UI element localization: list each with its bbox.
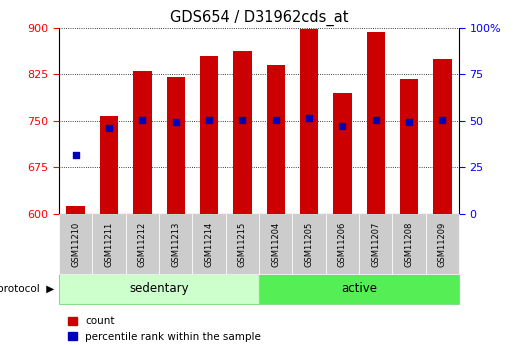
Text: GSM11208: GSM11208 <box>405 221 413 267</box>
Text: GSM11211: GSM11211 <box>105 221 113 267</box>
Point <box>205 117 213 122</box>
Point <box>371 117 380 122</box>
Point <box>105 126 113 131</box>
Text: GSM11205: GSM11205 <box>305 221 313 267</box>
Bar <box>67 206 85 214</box>
Bar <box>300 29 318 214</box>
Point <box>405 119 413 125</box>
Text: active: active <box>341 283 377 295</box>
Text: GSM11214: GSM11214 <box>205 221 213 267</box>
Text: GSM11210: GSM11210 <box>71 221 80 267</box>
Text: GSM11204: GSM11204 <box>271 221 280 267</box>
Text: GSM11212: GSM11212 <box>138 221 147 267</box>
Bar <box>433 59 451 214</box>
Point <box>138 117 147 122</box>
Text: protocol  ▶: protocol ▶ <box>0 284 54 294</box>
Legend: count, percentile rank within the sample: count, percentile rank within the sample <box>64 312 265 345</box>
Bar <box>100 116 118 214</box>
Text: GSM11213: GSM11213 <box>171 221 180 267</box>
Point <box>338 123 346 128</box>
Title: GDS654 / D31962cds_at: GDS654 / D31962cds_at <box>170 10 348 26</box>
Bar <box>333 93 351 214</box>
Text: GSM11207: GSM11207 <box>371 221 380 267</box>
Point <box>271 117 280 122</box>
Point <box>238 117 246 122</box>
Text: sedentary: sedentary <box>129 283 189 295</box>
Bar <box>267 65 285 214</box>
Bar <box>200 56 218 214</box>
Text: GSM11215: GSM11215 <box>238 221 247 267</box>
Point <box>71 152 80 158</box>
Text: GSM11209: GSM11209 <box>438 221 447 267</box>
Text: GSM11206: GSM11206 <box>338 221 347 267</box>
Point <box>171 119 180 125</box>
Bar <box>133 71 151 214</box>
Point <box>438 117 446 122</box>
Bar <box>400 79 418 214</box>
Bar <box>233 51 251 214</box>
Point <box>305 116 313 121</box>
Bar <box>367 32 385 214</box>
Bar <box>167 77 185 214</box>
